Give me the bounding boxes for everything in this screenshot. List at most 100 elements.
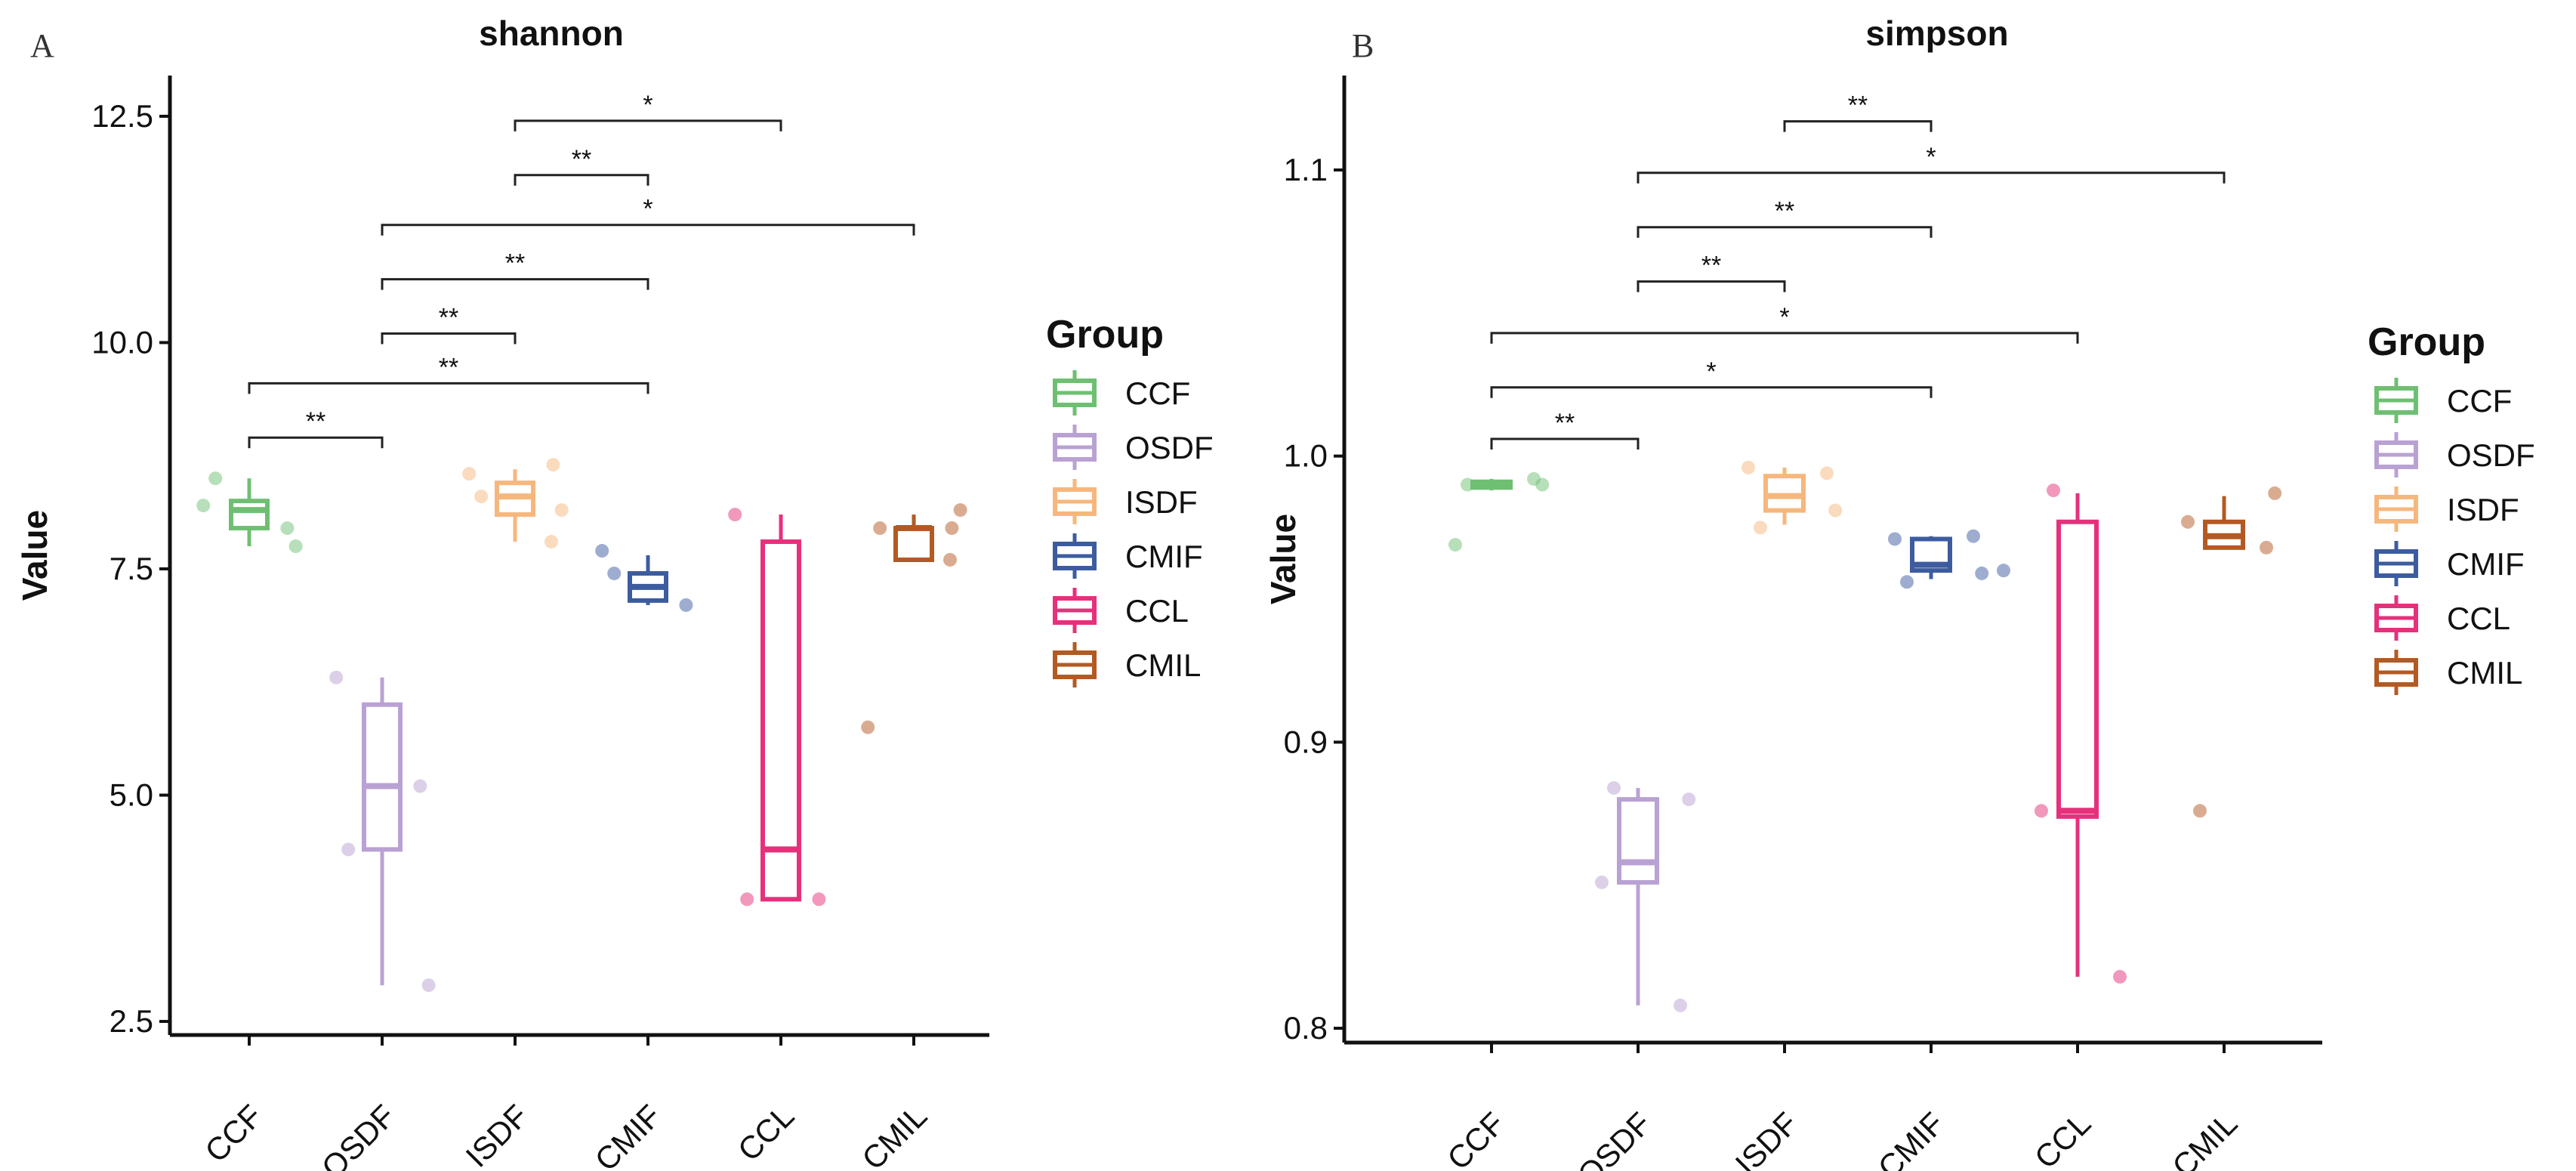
data-point — [1682, 793, 1696, 807]
data-point — [545, 535, 558, 549]
box-rect — [1910, 536, 1952, 573]
box-rect — [229, 499, 270, 531]
legend-label-ccl: CCL — [2447, 601, 2510, 636]
legend-key-cmif — [1053, 533, 1097, 579]
significance-label: * — [1926, 143, 1936, 171]
box-ccl — [728, 508, 826, 907]
data-point — [2193, 804, 2207, 818]
legend-key-osdf — [2374, 432, 2418, 477]
bracket-line — [1490, 386, 1933, 398]
box-cmif — [1888, 529, 2010, 589]
legend-key-ccl — [2374, 595, 2418, 641]
data-point — [2113, 969, 2127, 984]
y-tick-label: 7.5 — [110, 551, 153, 586]
x-tick-label: CMIL — [2165, 1105, 2244, 1171]
significance-bracket: ** — [381, 303, 517, 345]
significance-bracket: * — [1637, 143, 2226, 184]
data-point — [1535, 477, 1550, 492]
data-point — [1828, 503, 1843, 518]
legend-label-isdf: ISDF — [2447, 492, 2519, 527]
data-point — [1967, 529, 1980, 543]
legend-label-osdf: OSDF — [2447, 437, 2535, 473]
legend-label-cmif: CMIF — [1125, 539, 1203, 574]
data-point — [1997, 564, 2010, 578]
x-tick-label: CCL — [2028, 1105, 2098, 1171]
bracket-line — [381, 332, 517, 345]
y-axis-label: Value — [15, 510, 54, 601]
significance-label: ** — [572, 145, 591, 174]
data-point — [595, 544, 609, 558]
significance-label: * — [643, 195, 652, 224]
data-point — [943, 552, 957, 567]
data-point — [421, 978, 436, 993]
y-tick-label: 0.9 — [1284, 724, 1328, 759]
data-point — [679, 598, 693, 612]
x-tick-label: ISDF — [458, 1098, 535, 1171]
data-point — [953, 503, 967, 518]
box-cmil — [861, 503, 967, 734]
x-tick-label: CMIL — [855, 1098, 933, 1171]
data-point — [1888, 532, 1902, 546]
legend-key-ccf — [1053, 370, 1097, 416]
data-point — [413, 779, 427, 793]
bracket-line — [1783, 120, 1933, 132]
legend-key-cmif — [2374, 541, 2418, 586]
box-rect — [1617, 797, 1659, 885]
data-point — [196, 499, 211, 513]
bracket-line — [1637, 280, 1786, 292]
legend-label-cmil: CMIL — [1125, 647, 1201, 683]
box-ccf — [196, 471, 303, 554]
significance-label: ** — [1848, 91, 1868, 120]
bracket-line — [381, 224, 915, 236]
x-tick-label: CMIF — [1871, 1105, 1951, 1171]
box-rect — [2056, 519, 2099, 819]
significance-bracket: * — [381, 195, 915, 236]
y-tick-label: 12.5 — [91, 98, 153, 134]
bracket-line — [1490, 437, 1640, 450]
data-point — [2181, 514, 2195, 529]
significance-bracket: ** — [1637, 197, 1933, 238]
y-tick-label: 1.0 — [1284, 438, 1328, 474]
box-osdf — [1595, 780, 1696, 1012]
data-point — [462, 467, 477, 481]
panel-letter: A — [30, 27, 54, 64]
legend-label-cmil: CMIL — [2447, 655, 2522, 691]
chart-title: shannon — [479, 14, 624, 53]
data-point — [1820, 466, 1834, 480]
data-point — [1975, 566, 1989, 580]
significance-bracket: ** — [1637, 252, 1786, 292]
data-point — [740, 892, 754, 907]
data-point — [341, 842, 356, 857]
box-cmil — [2181, 486, 2282, 818]
data-point — [1900, 575, 1914, 589]
data-point — [208, 471, 223, 486]
legend-key-isdf — [1053, 479, 1097, 524]
legend-label-isdf: ISDF — [1125, 484, 1198, 520]
significance-label: ** — [439, 353, 458, 382]
box-isdf — [462, 458, 569, 549]
data-point — [2047, 484, 2060, 498]
data-point — [861, 720, 875, 734]
significance-bracket: * — [1490, 357, 1933, 398]
y-axis-label: Value — [1263, 514, 1303, 604]
significance-label: ** — [505, 249, 525, 278]
legend-title: Group — [1046, 313, 1164, 357]
data-point — [1461, 477, 1474, 492]
x-tick-label: OSDF — [1571, 1105, 1658, 1171]
legend-b: Group CCF OSDF ISDF CMIF CCL CMIL — [2368, 320, 2535, 695]
significance-bracket: * — [514, 91, 782, 131]
panel-letter: B — [1352, 27, 1374, 64]
legend-key-ccl — [1053, 588, 1097, 633]
significance-bracket: ** — [1783, 91, 1933, 132]
x-tick-label: OSDF — [315, 1098, 403, 1171]
legend-key-osdf — [1053, 425, 1097, 470]
significance-label: * — [1706, 357, 1716, 386]
significance-label: * — [1779, 303, 1789, 332]
bracket-line — [248, 382, 649, 394]
x-tick-label: CCF — [198, 1098, 269, 1169]
legend-label-ccf: CCF — [2447, 383, 2512, 419]
y-tick-label: 5.0 — [110, 777, 153, 813]
box-osdf — [329, 670, 436, 993]
legend-title: Group — [2368, 320, 2485, 364]
box-isdf — [1741, 460, 1843, 535]
